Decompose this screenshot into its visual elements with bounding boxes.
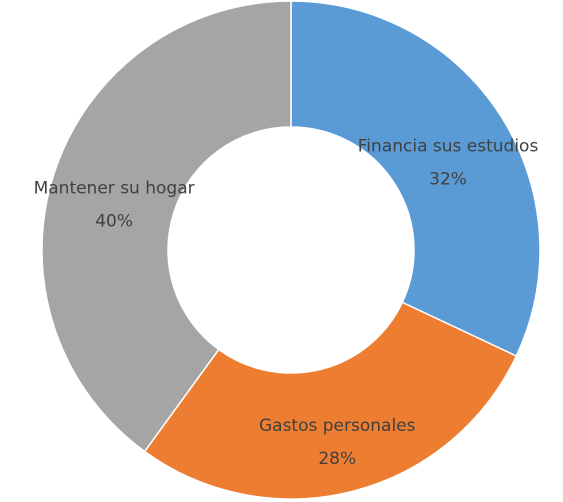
- donut-slice: [41, 0, 292, 453]
- donut-slice: [290, 0, 541, 358]
- slice-value-label: 32%: [429, 169, 467, 189]
- slice-value-label: 28%: [318, 449, 356, 469]
- slice-label: Gastos personales: [259, 416, 416, 436]
- slice-label: Financia sus estudios: [358, 136, 539, 156]
- slice-label: Mantener su hogar: [34, 179, 195, 199]
- slice-value-label: 40%: [95, 212, 133, 232]
- donut-slice: [143, 301, 518, 500]
